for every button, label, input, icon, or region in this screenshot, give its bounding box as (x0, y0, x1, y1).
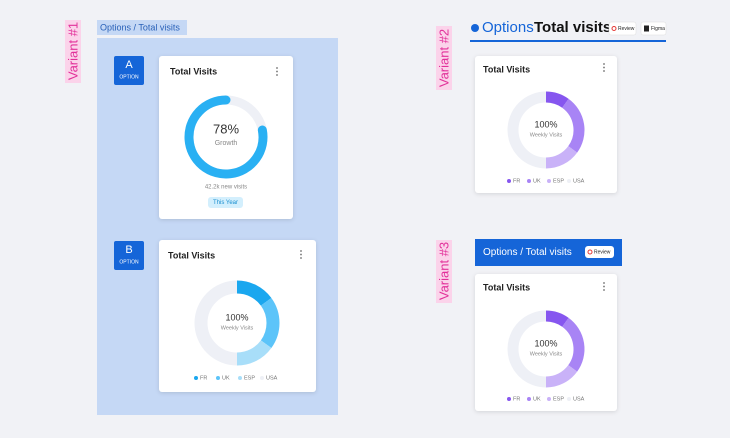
menu[interactable]: ⋮ (272, 67, 282, 78)
legend-dot (567, 397, 571, 401)
legend-label: ESP (553, 396, 564, 402)
frame-title: Options / Total visits (100, 22, 180, 32)
badge-letter: A (125, 59, 133, 71)
menu[interactable]: ⋮ (599, 63, 609, 74)
legend-dot (527, 397, 531, 401)
badge-letter: B (125, 244, 132, 256)
legend-dot (194, 376, 198, 380)
legend-dot (216, 376, 220, 380)
legend-dot (547, 179, 551, 183)
card-title: Total Visits (483, 64, 530, 74)
donut-segment (194, 280, 238, 366)
legend-label: ESP (553, 178, 564, 184)
donut-segment (545, 145, 578, 169)
card-title: Total Visits (170, 66, 217, 76)
variant-label: Variant #2 (436, 29, 451, 87)
legend-label: FR (513, 178, 520, 184)
header-underline (470, 40, 666, 42)
card-title: Total Visits (168, 250, 215, 260)
donut-segment (260, 298, 280, 348)
donut-segment (236, 340, 272, 366)
figma-icon (644, 25, 649, 32)
donut-segment (507, 310, 547, 388)
variant-label: Variant #3 (436, 242, 451, 300)
header-title: Total visits (534, 19, 611, 36)
donut-segment (545, 310, 569, 327)
donut-segment (561, 98, 585, 153)
center-sub: Weekly Visits (221, 325, 254, 331)
variant-label-bg (436, 240, 452, 303)
legend-dot (238, 376, 242, 380)
legend-dot (507, 397, 511, 401)
review-icon (587, 249, 593, 255)
badge-sub: OPTION (119, 259, 139, 265)
card (159, 56, 293, 219)
legend-dot (260, 376, 264, 380)
card (475, 56, 617, 193)
donut-segment (545, 364, 578, 388)
review-label: Review (618, 26, 635, 32)
menu[interactable]: ⋮ (296, 250, 306, 261)
legend-dot (527, 179, 531, 183)
donut-segment (507, 91, 547, 169)
variant-label-bg (65, 20, 81, 83)
legend-label: UK (222, 375, 230, 381)
center-sub: Weekly Visits (530, 132, 563, 138)
donut-segment (561, 317, 585, 372)
center-value: 100% (534, 119, 557, 129)
card-title: Total Visits (483, 282, 530, 292)
variant-label: Variant #1 (65, 22, 80, 80)
menu[interactable]: ⋮ (599, 282, 609, 293)
donut-segment (545, 91, 569, 108)
badge (114, 56, 144, 85)
progress-arc (184, 95, 268, 179)
figma-label: Figma (651, 26, 665, 32)
note: 42.2k new visits (205, 185, 247, 191)
header-title: Options / Total visits (483, 247, 572, 258)
legend-label: UK (533, 396, 541, 402)
center-value: 100% (225, 312, 248, 322)
center-value: 100% (534, 338, 557, 348)
badge-sub: OPTION (119, 74, 139, 80)
chip[interactable]: This Year (213, 200, 238, 206)
legend-label: USA (573, 396, 585, 402)
review-icon (611, 26, 617, 31)
center-sub: Growth (215, 140, 238, 147)
center-value: 78% (213, 121, 239, 136)
card (159, 240, 316, 392)
legend-label: FR (513, 396, 520, 402)
donut-segment (236, 280, 272, 306)
header-dot (471, 24, 479, 32)
legend-label: UK (533, 178, 541, 184)
variant-label-bg (436, 26, 452, 90)
legend-dot (567, 179, 571, 183)
center-sub: Weekly Visits (530, 351, 563, 357)
legend-dot (507, 179, 511, 183)
legend-label: USA (266, 375, 278, 381)
review-button[interactable] (608, 21, 637, 36)
figma-button[interactable] (640, 21, 667, 36)
card (475, 274, 617, 411)
review-button[interactable] (585, 246, 614, 258)
legend-label: FR (200, 375, 207, 381)
legend-label: ESP (244, 375, 255, 381)
legend-label: USA (573, 178, 585, 184)
legend-dot (547, 397, 551, 401)
badge (114, 241, 144, 270)
review-label: Review (594, 249, 611, 255)
frame-title-bg (97, 20, 187, 35)
header-options: Options (482, 19, 534, 36)
chip-bg (208, 197, 243, 208)
